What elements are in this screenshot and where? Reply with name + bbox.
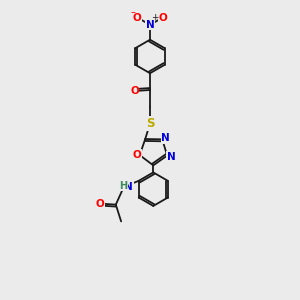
- Text: N: N: [167, 152, 176, 162]
- Text: S: S: [146, 117, 154, 130]
- Text: –: –: [131, 7, 136, 17]
- Text: O: O: [130, 86, 139, 96]
- Text: N: N: [146, 20, 154, 30]
- Text: N: N: [161, 133, 170, 143]
- Text: H: H: [119, 181, 127, 190]
- Text: N: N: [124, 182, 133, 192]
- Text: O: O: [133, 13, 142, 22]
- Text: O: O: [96, 199, 104, 209]
- Text: +: +: [151, 14, 159, 22]
- Text: O: O: [132, 150, 141, 160]
- Text: O: O: [158, 13, 167, 22]
